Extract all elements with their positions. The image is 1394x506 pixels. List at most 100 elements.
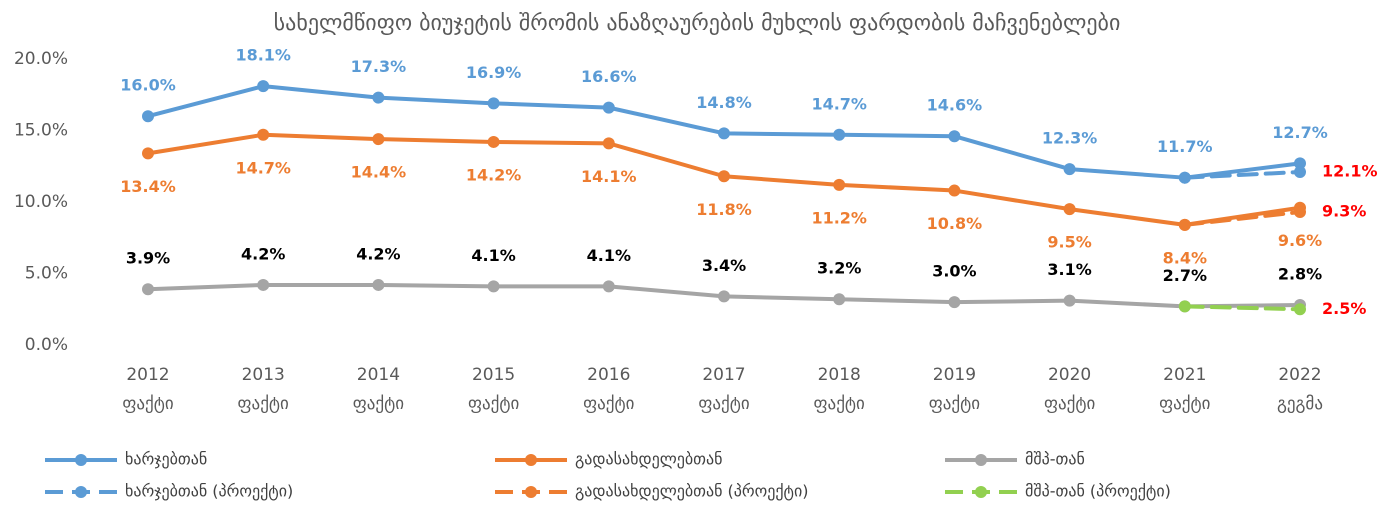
data-label: 14.8% — [696, 93, 752, 112]
data-label: 9.3% — [1322, 202, 1366, 221]
x-tick-label: 2022 — [1278, 365, 1321, 385]
data-label: 17.3% — [351, 57, 407, 76]
x-tick-label: 2017 — [702, 365, 745, 385]
legend-label: მშპ-თან (პროექტი) — [1025, 482, 1171, 501]
marker — [1063, 163, 1076, 176]
legend-marker — [975, 486, 987, 498]
marker — [833, 178, 846, 191]
marker — [948, 296, 961, 309]
data-label: 9.6% — [1278, 231, 1322, 250]
data-label: 14.2% — [466, 165, 522, 184]
data-label: 3.4% — [702, 256, 746, 275]
series-line — [1182, 210, 1302, 227]
x-tick-label: ფაქტი — [1159, 394, 1210, 414]
data-label: 2.8% — [1278, 264, 1322, 283]
marker — [487, 135, 500, 148]
data-label: 3.9% — [126, 249, 170, 268]
marker — [1178, 171, 1191, 184]
marker — [833, 128, 846, 141]
legend-label: ხარჯებთან — [125, 450, 207, 469]
data-label: 4.1% — [471, 246, 515, 265]
legend-label: ხარჯებთან (პროექტი) — [125, 482, 293, 501]
data-label: 14.6% — [927, 96, 983, 115]
marker — [142, 147, 154, 160]
series-line — [1182, 304, 1302, 312]
marker — [1294, 303, 1306, 316]
marker — [718, 170, 730, 183]
x-tick-label: ფაქტი — [929, 394, 980, 414]
y-tick-label: 15.0% — [14, 121, 68, 141]
marker — [1063, 203, 1076, 216]
y-tick-label: 0.0% — [25, 335, 68, 355]
marker — [257, 278, 270, 291]
data-label: 8.4% — [1163, 248, 1207, 267]
x-tick-label: 2018 — [818, 365, 861, 385]
data-label: 2.7% — [1163, 266, 1207, 285]
marker — [1178, 218, 1191, 231]
marker — [1294, 206, 1306, 219]
y-tick-label: 5.0% — [25, 264, 68, 284]
marker — [372, 133, 385, 146]
marker — [1178, 300, 1191, 313]
series-line — [1182, 169, 1302, 180]
marker — [1294, 165, 1306, 178]
x-tick-label: ფაქტი — [583, 394, 634, 414]
data-label: 14.4% — [351, 163, 407, 182]
data-label: 4.1% — [587, 246, 631, 265]
marker — [487, 97, 500, 110]
legend-label: მშპ-თან — [1025, 450, 1085, 469]
data-label: 12.3% — [1042, 129, 1098, 148]
data-label: 3.2% — [817, 259, 861, 278]
x-tick-label: 2012 — [126, 365, 169, 385]
marker — [142, 283, 154, 296]
marker — [602, 137, 615, 150]
data-label: 11.7% — [1157, 137, 1213, 156]
legend-marker — [75, 454, 87, 466]
marker — [948, 184, 961, 197]
legend-marker — [525, 486, 537, 498]
data-label: 12.1% — [1322, 161, 1378, 180]
marker — [833, 293, 846, 306]
data-label: 11.2% — [811, 208, 867, 227]
marker — [948, 130, 961, 143]
data-label: 16.0% — [120, 76, 176, 95]
data-label: 12.7% — [1272, 123, 1328, 142]
data-label: 4.2% — [356, 244, 400, 263]
data-label: 16.9% — [466, 63, 522, 82]
marker — [142, 110, 154, 123]
marker — [372, 278, 385, 291]
marker — [257, 128, 270, 141]
x-tick-label: გეგმა — [1277, 394, 1323, 414]
x-tick-label: 2020 — [1048, 365, 1091, 385]
data-label: 18.1% — [235, 46, 291, 65]
data-label: 16.6% — [581, 67, 637, 86]
marker — [602, 101, 615, 114]
data-label: 13.4% — [120, 177, 176, 196]
data-label: 2.5% — [1322, 299, 1366, 318]
x-tick-label: 2015 — [472, 365, 515, 385]
x-tick-label: 2021 — [1163, 365, 1206, 385]
x-tick-label: ფაქტი — [353, 394, 404, 414]
x-tick-label: 2019 — [933, 365, 976, 385]
x-tick-label: ფაქტი — [814, 394, 865, 414]
data-label: 3.1% — [1047, 260, 1091, 279]
data-label: 14.1% — [581, 167, 637, 186]
legend-marker — [975, 454, 987, 466]
x-tick-label: 2016 — [587, 365, 630, 385]
marker — [487, 280, 500, 293]
y-tick-label: 10.0% — [14, 192, 68, 212]
x-tick-label: ფაქტი — [122, 394, 173, 414]
y-tick-label: 20.0% — [14, 49, 68, 69]
marker — [1063, 294, 1076, 307]
marker — [372, 91, 385, 104]
x-tick-label: ფაქტი — [698, 394, 749, 414]
data-label: 11.8% — [696, 200, 752, 219]
marker — [257, 80, 270, 93]
marker — [1294, 157, 1306, 170]
x-tick-label: 2014 — [357, 365, 400, 385]
data-label: 14.7% — [235, 158, 291, 177]
legend-label: გადასახდელებთან (პროექტი) — [575, 482, 809, 501]
x-tick-label: ფაქტი — [468, 394, 519, 414]
marker — [602, 280, 615, 293]
